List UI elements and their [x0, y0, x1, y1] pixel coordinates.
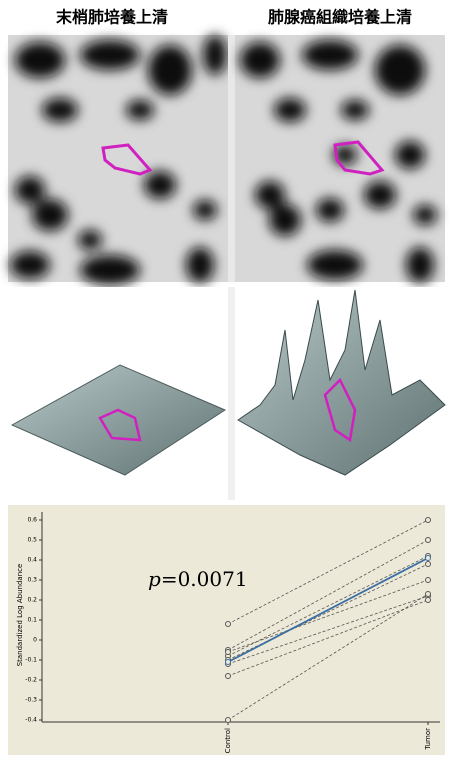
data-point	[426, 578, 431, 583]
y-tick-label: 0.4	[27, 557, 37, 564]
y-axis-label: Standardized Log Abundance	[16, 564, 24, 667]
gel-image-left	[8, 35, 228, 285]
p-number: =0.0071	[161, 567, 248, 591]
y-tick-label: 0.5	[27, 537, 37, 544]
data-point	[226, 660, 231, 665]
data-point	[226, 718, 231, 723]
y-tick-label: 0	[33, 637, 37, 644]
y-tick-label: -0.2	[25, 677, 37, 684]
gel-image-right	[235, 35, 445, 283]
p-value: p=0.0071	[148, 567, 248, 591]
y-tick-label: 0.2	[27, 597, 37, 604]
data-point	[426, 592, 431, 597]
left-title: 末梢肺培養上清	[56, 8, 168, 27]
x-tick-label: Control	[224, 728, 232, 753]
y-tick-label: 0.6	[27, 517, 37, 524]
p-symbol: p	[148, 567, 161, 591]
x-tick-label: Tumor	[424, 728, 432, 751]
data-point	[426, 518, 431, 523]
data-point	[426, 538, 431, 543]
surface-right	[235, 287, 445, 500]
right-title: 肺腺癌組織培養上清	[268, 8, 412, 27]
data-point	[426, 556, 431, 561]
data-point	[426, 598, 431, 603]
surface-left	[8, 287, 228, 500]
figure: 末梢肺培養上清 肺腺癌組織培養上清 Standardized Log Abund…	[0, 0, 449, 758]
y-tick-label: -0.1	[25, 657, 37, 664]
data-point	[226, 650, 231, 655]
data-point	[226, 674, 231, 679]
y-tick-label: -0.4	[25, 717, 37, 724]
data-point	[226, 622, 231, 627]
y-tick-label: 0.3	[27, 577, 37, 584]
data-point	[426, 562, 431, 567]
y-tick-label: 0.1	[27, 617, 37, 624]
y-tick-label: -0.3	[25, 697, 37, 704]
